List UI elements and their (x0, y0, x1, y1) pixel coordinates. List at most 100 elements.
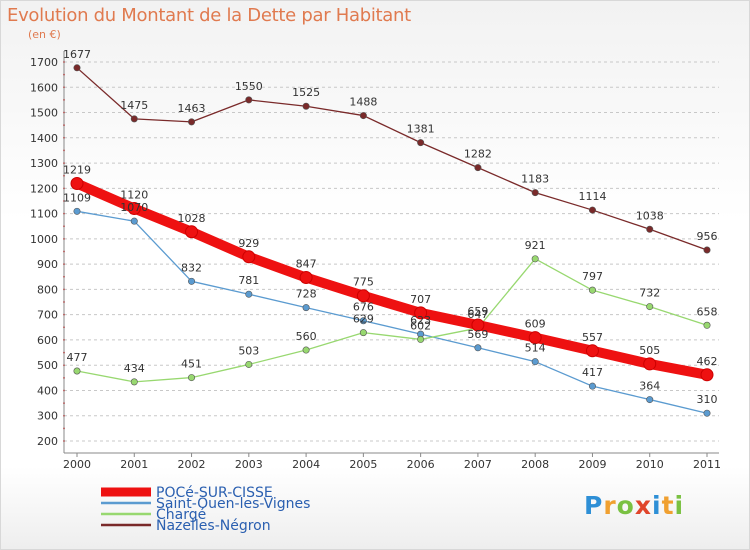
x-tick-label: 2001 (120, 458, 148, 471)
x-tick-label: 2006 (407, 458, 435, 471)
data-point (130, 378, 138, 386)
data-label: 728 (296, 288, 317, 301)
data-label: 797 (582, 270, 603, 283)
y-tick-label: 1100 (30, 208, 58, 221)
legend-label: Chargé (156, 507, 206, 523)
data-point (70, 177, 84, 191)
data-label: 832 (181, 261, 202, 274)
data-point (359, 329, 367, 337)
data-point (245, 96, 253, 104)
data-label: 732 (639, 287, 660, 300)
data-label: 477 (67, 351, 88, 364)
data-point (588, 286, 596, 294)
chart-title: Evolution du Montant de la Dette par Hab… (7, 5, 411, 26)
data-point (528, 331, 542, 345)
data-label: 921 (525, 239, 546, 252)
data-point (474, 344, 482, 352)
y-tick-label: 1200 (30, 182, 58, 195)
data-label: 1028 (178, 212, 206, 225)
data-label: 364 (639, 380, 660, 393)
logo-letter: x (634, 491, 652, 520)
legend-label: Saint-Ouen-les-Vignes (156, 496, 310, 512)
data-point (414, 306, 428, 320)
logo-letter: t (661, 491, 675, 520)
data-label: 569 (467, 328, 488, 341)
data-point (299, 271, 313, 285)
data-label: 1183 (521, 173, 549, 186)
data-point (703, 246, 711, 254)
data-label: 434 (124, 362, 145, 375)
data-label: 1109 (63, 191, 91, 204)
data-point (73, 64, 81, 72)
series-line (76, 210, 708, 414)
data-point (588, 206, 596, 214)
data-point (188, 374, 196, 382)
x-tick-label: 2005 (349, 458, 377, 471)
x-tick-label: 2010 (636, 458, 664, 471)
data-point (643, 357, 657, 371)
data-label: 514 (525, 342, 546, 355)
data-point (73, 207, 81, 215)
data-label: 781 (238, 274, 259, 287)
proxiti-logo: Proxiti (584, 491, 684, 520)
y-tick-label: 1500 (30, 107, 58, 120)
data-label: 659 (467, 305, 488, 318)
data-label: 1282 (464, 148, 492, 161)
data-label: 1475 (120, 99, 148, 112)
data-point (703, 409, 711, 417)
data-point (646, 396, 654, 404)
data-point (471, 318, 485, 332)
x-tick-label: 2000 (63, 458, 91, 471)
data-point (245, 290, 253, 298)
series-line (72, 178, 712, 380)
data-point (417, 335, 425, 343)
y-tick-label: 1000 (30, 233, 58, 246)
unit-label: (en €) (28, 28, 61, 41)
data-label: 451 (181, 358, 202, 371)
data-label: 1550 (235, 80, 263, 93)
y-tick-label: 1400 (30, 132, 58, 145)
data-point (245, 360, 253, 368)
y-tick-label: 900 (37, 258, 58, 271)
y-tick-label: 1600 (30, 81, 58, 94)
data-label: 707 (410, 293, 431, 306)
data-point (531, 189, 539, 197)
x-tick-label: 2008 (521, 458, 549, 471)
data-point (185, 225, 199, 239)
x-tick-label: 2007 (464, 458, 492, 471)
data-label: 775 (353, 276, 374, 289)
logo-letter: o (616, 491, 635, 520)
data-label: 1038 (636, 209, 664, 222)
x-tick-label: 2003 (235, 458, 263, 471)
data-point (302, 102, 310, 110)
logo-letter: r (603, 491, 617, 520)
data-label: 609 (525, 318, 546, 331)
y-tick-label: 500 (37, 359, 58, 372)
data-label: 602 (410, 319, 431, 332)
data-point (130, 217, 138, 225)
data-point (302, 304, 310, 312)
data-point (417, 139, 425, 147)
logo-letter: i (674, 491, 685, 520)
legend-label: Nazelles-Négron (156, 518, 271, 534)
data-point (531, 255, 539, 263)
data-label: 647 (467, 308, 488, 321)
data-label: 1219 (63, 164, 91, 177)
data-point (585, 344, 599, 358)
x-tick-label: 2009 (578, 458, 606, 471)
y-tick-label: 400 (37, 384, 58, 397)
logo-letter: i (652, 491, 662, 520)
data-label: 1120 (120, 189, 148, 202)
data-point (73, 367, 81, 375)
y-tick-label: 800 (37, 283, 58, 296)
y-tick-label: 200 (37, 435, 58, 448)
data-point (700, 368, 714, 382)
y-tick-label: 1300 (30, 157, 58, 170)
data-label: 417 (582, 366, 603, 379)
data-point (474, 164, 482, 172)
y-tick-label: 700 (37, 309, 58, 322)
data-label: 505 (639, 344, 660, 357)
data-label: 956 (697, 230, 718, 243)
data-label: 929 (238, 237, 259, 250)
